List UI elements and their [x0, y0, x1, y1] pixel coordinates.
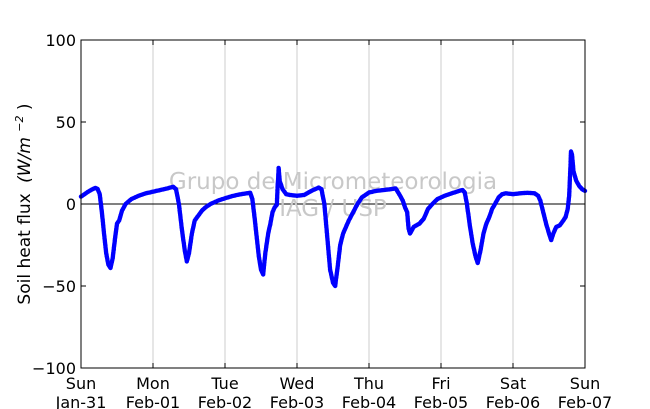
y-tick-label: −50 — [42, 277, 76, 296]
y-axis-label-unit-close: ) — [15, 103, 35, 110]
y-axis-label-unit-exponent: −2 — [13, 115, 26, 131]
y-tick-label: 0 — [66, 195, 76, 214]
x-tick-label-day: Sat — [500, 374, 526, 393]
x-tick-label-day: Tue — [210, 374, 238, 393]
x-tick-label-day: Fri — [431, 374, 450, 393]
x-tick-label-day: Wed — [280, 374, 315, 393]
watermark: Grupo de Micrometeorologia IAG / USP — [169, 169, 497, 222]
y-axis-label: Soil heat flux (W/m −2 ) — [8, 103, 35, 304]
y-tick-label: 50 — [56, 113, 76, 132]
y-tick-label: 100 — [45, 31, 76, 50]
axis-ticks — [80, 39, 586, 369]
watermark-line-2: IAG / USP — [279, 196, 387, 222]
y-axis-label-text: Soil heat flux — [15, 193, 35, 304]
x-tick-label-day: Sun — [66, 374, 96, 393]
x-tick-label-date: Jan-31 — [55, 393, 107, 409]
x-tick-label-date: Feb-04 — [342, 393, 396, 409]
y-tick-label: −100 — [32, 359, 76, 378]
x-tick-label-day: Sun — [570, 374, 600, 393]
x-tick-label-date: Feb-01 — [126, 393, 180, 409]
x-tick-label-day: Mon — [136, 374, 170, 393]
y-tick-labels: −100 −50 0 50 100 — [32, 31, 76, 378]
x-tick-labels: SunJan-31MonFeb-01TueFeb-02WedFeb-03ThuF… — [55, 374, 613, 409]
x-tick-label-day: Thu — [353, 374, 384, 393]
watermark-line-1: Grupo de Micrometeorologia — [169, 169, 497, 195]
x-tick-label-date: Feb-06 — [486, 393, 540, 409]
y-axis-label-unit: (W/m — [15, 137, 35, 183]
x-tick-label-date: Feb-07 — [558, 393, 612, 409]
x-tick-label-date: Feb-03 — [270, 393, 324, 409]
data-points — [78, 149, 588, 289]
x-tick-label-date: Feb-05 — [414, 393, 468, 409]
x-tick-label-date: Feb-02 — [198, 393, 252, 409]
